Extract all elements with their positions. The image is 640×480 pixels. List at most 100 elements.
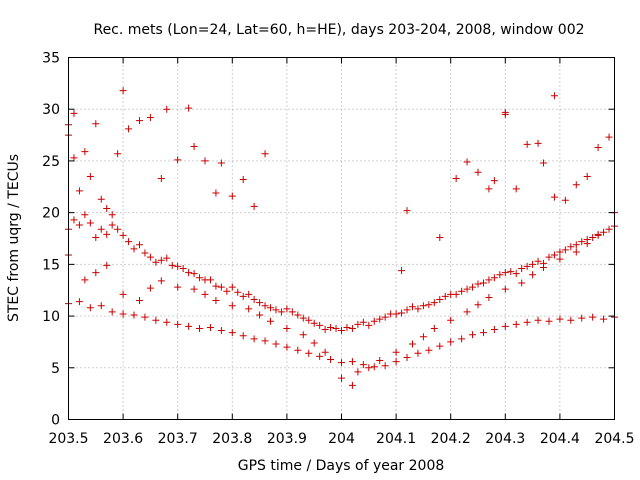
data-point — [534, 316, 542, 324]
data-point — [512, 185, 520, 193]
data-point — [305, 349, 313, 357]
data-point — [70, 154, 78, 162]
data-point — [228, 283, 236, 291]
data-point — [523, 318, 531, 326]
data-point — [157, 277, 165, 285]
data-point — [398, 267, 406, 275]
data-point — [146, 113, 154, 121]
data-point — [458, 287, 466, 295]
data-point — [201, 157, 209, 165]
data-point — [496, 271, 504, 279]
data-point — [119, 310, 127, 318]
data-point — [501, 285, 509, 293]
data-point — [223, 287, 231, 295]
data-point — [272, 306, 280, 314]
data-point — [430, 299, 438, 307]
data-point — [348, 358, 356, 366]
y-tick-label: 30 — [42, 102, 60, 118]
data-point — [70, 109, 78, 117]
data-point — [97, 195, 105, 203]
data-point — [239, 332, 247, 340]
x-tick-label: 204.1 — [376, 431, 416, 447]
data-point — [196, 274, 204, 282]
data-point — [479, 279, 487, 287]
data-point — [398, 309, 406, 317]
data-point — [523, 262, 531, 270]
data-point — [381, 362, 389, 370]
data-point — [174, 156, 182, 164]
data-point — [370, 317, 378, 325]
data-point — [403, 207, 411, 215]
data-point — [299, 314, 307, 322]
data-point — [523, 140, 531, 148]
data-point — [425, 346, 433, 354]
data-point — [103, 230, 111, 238]
data-point — [425, 301, 433, 309]
data-point — [572, 181, 580, 189]
data-point — [119, 290, 127, 298]
data-point — [436, 296, 444, 304]
data-point — [359, 361, 367, 369]
data-point — [86, 172, 94, 180]
data-point — [267, 317, 275, 325]
data-point — [75, 187, 83, 195]
data-point — [572, 248, 580, 256]
data-point — [135, 241, 143, 249]
data-point — [365, 321, 373, 329]
data-point — [512, 320, 520, 328]
data-point — [277, 308, 285, 316]
data-point — [463, 158, 471, 166]
data-point — [605, 225, 613, 233]
data-point — [403, 353, 411, 361]
y-axis: 0 5 10 15 20 25 30 35 — [42, 51, 615, 429]
data-point — [485, 293, 493, 301]
data-point — [185, 322, 193, 330]
x-tick-label: 203.5 — [48, 431, 88, 447]
data-point — [348, 381, 356, 389]
data-point — [163, 254, 171, 262]
data-point — [86, 219, 94, 227]
data-point — [239, 176, 247, 184]
data-point — [501, 110, 509, 118]
data-point — [190, 285, 198, 293]
data-point — [392, 348, 400, 356]
data-point — [414, 349, 422, 357]
data-point — [485, 185, 493, 193]
data-point — [545, 317, 553, 325]
data-point — [408, 340, 416, 348]
x-tick-label: 204.3 — [485, 431, 525, 447]
chart-title: Rec. mets (Lon=24, Lat=60, h=HE), days 2… — [93, 22, 584, 38]
data-point — [567, 243, 575, 251]
data-point — [256, 299, 264, 307]
data-point — [239, 292, 247, 300]
data-point — [512, 270, 520, 278]
data-point — [343, 323, 351, 331]
data-point — [550, 92, 558, 100]
data-point — [490, 177, 498, 185]
data-point — [152, 316, 160, 324]
data-point — [163, 105, 171, 113]
data-point — [97, 302, 105, 310]
data-point — [529, 260, 537, 268]
data-point — [114, 225, 122, 233]
data-point — [141, 249, 149, 257]
data-point — [212, 189, 220, 197]
data-point — [403, 306, 411, 314]
data-point — [474, 301, 482, 309]
data-point — [316, 321, 324, 329]
data-point — [261, 337, 269, 345]
data-point — [605, 133, 613, 141]
data-point — [294, 346, 302, 354]
data-point — [81, 148, 89, 156]
data-point — [196, 324, 204, 332]
data-point — [572, 241, 580, 249]
data-point — [589, 233, 597, 241]
data-point — [185, 269, 193, 277]
data-point — [534, 257, 542, 265]
data-point — [146, 284, 154, 292]
data-point — [338, 359, 345, 367]
data-point — [529, 271, 537, 279]
data-point — [589, 313, 597, 321]
data-point — [392, 310, 400, 318]
data-point — [354, 368, 362, 376]
